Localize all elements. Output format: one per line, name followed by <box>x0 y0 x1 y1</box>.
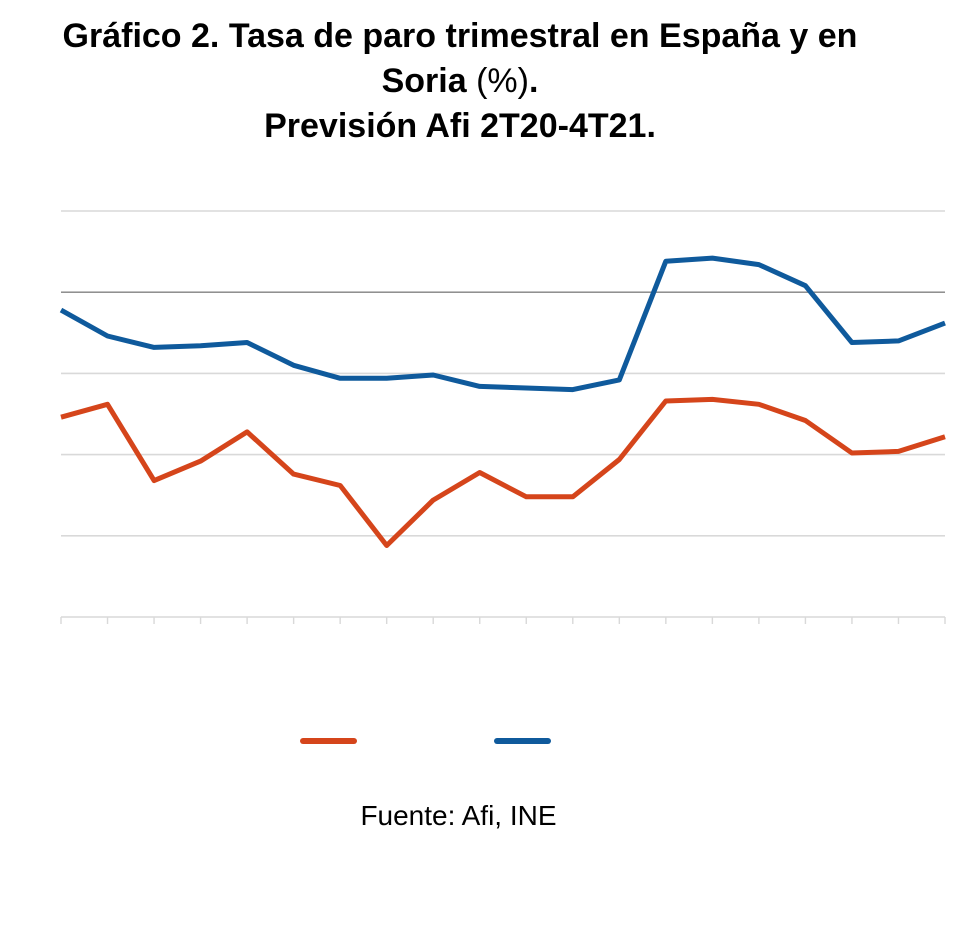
source-note: Fuente: Afi, INE <box>360 800 557 831</box>
title-line-2-end: . <box>528 62 539 100</box>
title-line-2: Soria (%). <box>0 59 920 104</box>
chart-title: Gráfico 2. Tasa de paro trimestral en Es… <box>0 14 920 149</box>
series-lines <box>59 255 946 548</box>
title-line-3: Previsión Afi 2T20-4T21. <box>264 107 656 145</box>
title-line-1: Gráfico 2. Tasa de paro trimestral en Es… <box>62 17 858 55</box>
title-unit: (%) <box>476 62 529 100</box>
series-line-soria <box>60 396 946 548</box>
title-line-2-text: Soria <box>381 62 467 100</box>
series-line-espana <box>59 255 946 393</box>
x-axis <box>60 616 946 624</box>
